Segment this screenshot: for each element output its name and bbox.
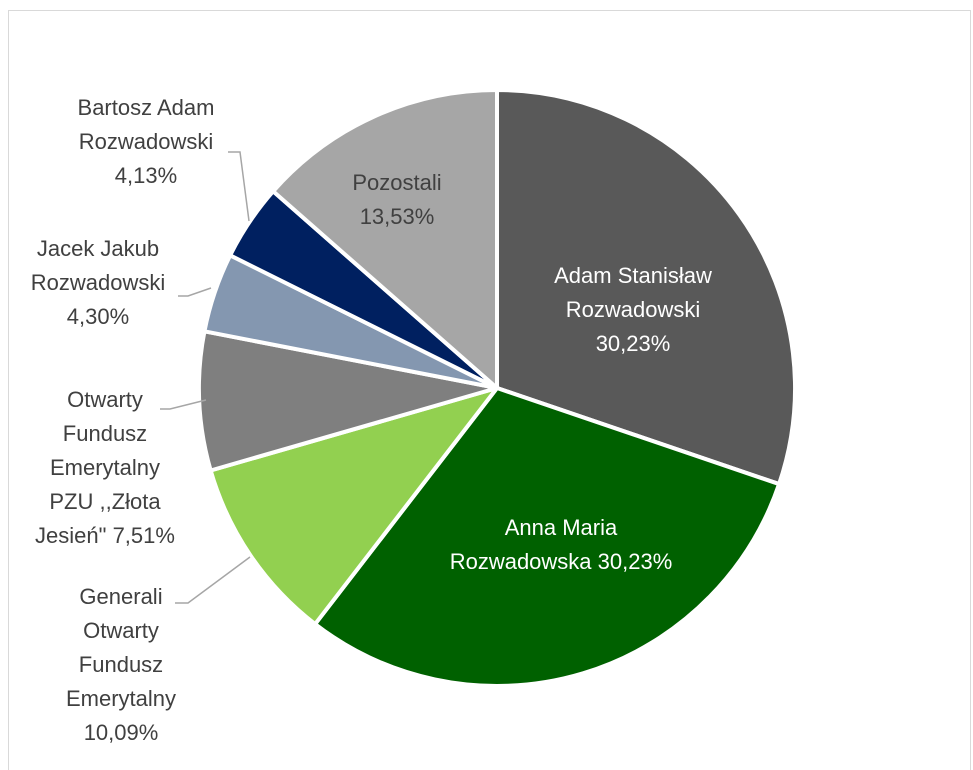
- data-label-line: Adam Stanisław: [554, 263, 712, 288]
- data-label-line: Rozwadowski: [79, 129, 214, 154]
- leader-line: [228, 151, 250, 222]
- data-label: Jacek Jakub Rozwadowski 4,30%: [31, 236, 166, 329]
- data-label-line: 30,23%: [596, 331, 671, 356]
- data-label-line: Rozwadowski: [31, 270, 166, 295]
- data-label-line: 4,13%: [115, 163, 177, 188]
- data-label-line: Fundusz: [79, 652, 163, 677]
- chart-frame: [8, 10, 971, 770]
- data-label-line: Rozwadowska 30,23%: [450, 549, 673, 574]
- data-label: Adam Stanisław Rozwadowski 30,23%: [554, 263, 712, 356]
- data-label-line: 4,30%: [67, 304, 129, 329]
- data-label-line: Otwarty: [83, 618, 159, 643]
- data-label-line: Pozostali: [352, 170, 441, 195]
- data-label-line: Otwarty: [67, 387, 143, 412]
- data-label: Otwarty Fundusz Emerytalny PZU ,,Złota Jesie…: [35, 387, 175, 548]
- leader-line: [178, 287, 212, 297]
- data-label-line: Jacek Jakub: [37, 236, 159, 261]
- data-label-line: Fundusz: [63, 421, 147, 446]
- leader-lines: [160, 151, 251, 604]
- data-label-line: Rozwadowski: [566, 297, 701, 322]
- data-label-line: Jesień" 7,51%: [35, 523, 175, 548]
- leader-line: [175, 556, 251, 604]
- data-label-line: Anna Maria: [505, 515, 618, 540]
- data-label: Generali Otwarty Fundusz Emerytalny 10,09%: [66, 584, 176, 745]
- data-label: Bartosz Adam Rozwadowski 4,13%: [78, 95, 215, 188]
- data-label-line: PZU ,,Złota: [49, 489, 161, 514]
- data-labels: Adam Stanisław Rozwadowski 30,23% Anna Mari…: [31, 95, 712, 745]
- leader-line: [160, 399, 207, 410]
- data-label: Anna Maria Rozwadowska 30,23%: [450, 515, 673, 574]
- data-label-line: Emerytalny: [66, 686, 176, 711]
- data-label-line: Generali: [79, 584, 162, 609]
- data-label-line: Emerytalny: [50, 455, 160, 480]
- pie-slice: [313, 386, 782, 688]
- data-label-line: 10,09%: [84, 720, 159, 745]
- data-label: Pozostali 13,53%: [352, 170, 441, 229]
- pie-slices: [197, 88, 797, 688]
- data-label-line: 13,53%: [360, 204, 435, 229]
- data-label-line: Bartosz Adam: [78, 95, 215, 120]
- pie-slice: [271, 88, 499, 390]
- pie-slice: [208, 386, 499, 627]
- pie-slice: [495, 88, 797, 487]
